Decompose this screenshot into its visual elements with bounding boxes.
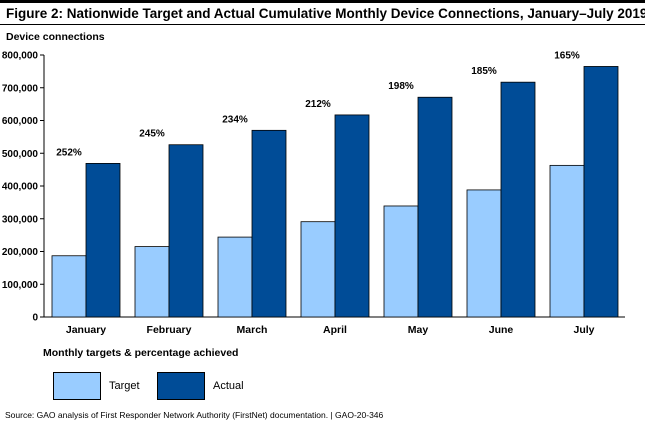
x-tick-label: June xyxy=(489,324,514,336)
x-tick-label: February xyxy=(147,324,192,336)
y-tick-label: 100,000 xyxy=(2,280,39,291)
data-label: 198% xyxy=(388,81,414,92)
data-label: 165% xyxy=(554,50,580,61)
bar-actual xyxy=(85,163,121,318)
data-label: 245% xyxy=(139,129,165,140)
y-tick-label: 500,000 xyxy=(2,149,39,160)
y-tick-label: 600,000 xyxy=(2,116,39,127)
bar-target xyxy=(300,221,336,318)
bar-actual xyxy=(500,81,536,318)
bar-target xyxy=(549,164,585,318)
top-rule xyxy=(0,0,645,3)
bar-target xyxy=(51,255,87,318)
legend: Target Actual xyxy=(0,372,645,402)
bar-actual xyxy=(583,66,619,318)
y-axis-title: Device connections xyxy=(6,31,105,43)
y-tick-label: 700,000 xyxy=(2,83,39,94)
legend-label-actual: Actual xyxy=(213,380,244,392)
legend-swatch-target xyxy=(53,372,101,400)
x-tick-label: May xyxy=(408,324,429,336)
bar-target xyxy=(466,189,502,318)
bar-target xyxy=(134,246,170,318)
x-tick-label: March xyxy=(237,324,268,336)
bar-actual xyxy=(334,114,370,318)
bar-target xyxy=(383,205,419,318)
figure-title: Figure 2: Nationwide Target and Actual C… xyxy=(6,6,645,21)
x-tick-label: July xyxy=(573,324,594,336)
x-axis-title: Monthly targets & percentage achieved xyxy=(43,347,239,359)
bar-actual xyxy=(168,144,204,318)
x-tick-label: January xyxy=(66,324,106,336)
data-label: 234% xyxy=(222,114,248,125)
data-label: 212% xyxy=(305,99,331,110)
data-label: 185% xyxy=(471,66,497,77)
bar-actual xyxy=(251,129,287,318)
bar-target xyxy=(217,236,253,318)
y-tick-label: 300,000 xyxy=(2,214,39,225)
legend-item-target: Target xyxy=(53,372,140,400)
y-tick-label: 400,000 xyxy=(2,182,39,193)
x-tick-label: April xyxy=(323,324,347,336)
y-tick-label: 200,000 xyxy=(2,247,39,258)
title-rule xyxy=(0,24,645,25)
bar-chart: 0 100,000 200,000 300,000 400,000 500,000 600,… xyxy=(2,50,625,336)
legend-swatch-actual xyxy=(157,372,205,400)
bar-actual xyxy=(417,96,453,318)
legend-label-target: Target xyxy=(109,380,140,392)
y-tick-label: 800,000 xyxy=(2,51,39,62)
source-note: Source: GAO analysis of First Responder … xyxy=(5,410,384,420)
legend-item-actual: Actual xyxy=(157,372,244,400)
y-tick-label: 0 xyxy=(32,313,38,324)
data-label: 252% xyxy=(56,147,82,158)
